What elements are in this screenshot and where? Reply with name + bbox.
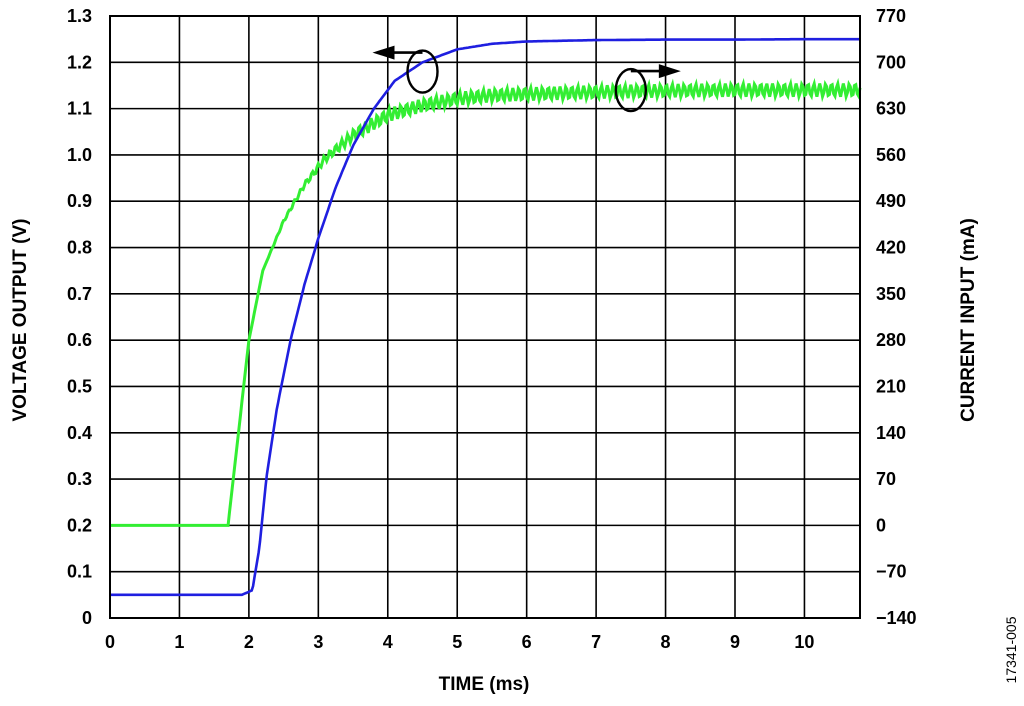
annotation-ellipse (406, 49, 439, 94)
y-right-tick-label: 280 (876, 330, 906, 350)
y-left-tick-label: 0.8 (67, 238, 92, 258)
y-right-tick-label: 490 (876, 191, 906, 211)
y-left-tick-label: 0.3 (67, 469, 92, 489)
y-right-tick-label: 210 (876, 376, 906, 396)
x-tick-label: 7 (591, 632, 601, 652)
annotations (372, 45, 681, 113)
y-right-tick-label: 350 (876, 284, 906, 304)
y-right-axis-label: CURRENT INPUT (mA) (958, 218, 979, 422)
y-left-tick-label: 0.2 (67, 515, 92, 535)
y-left-axis-label: VOLTAGE OUTPUT (V) (10, 218, 31, 421)
y-right-tick-label: 630 (876, 99, 906, 119)
x-tick-label: 6 (522, 632, 532, 652)
annotation-right-arrow (614, 64, 681, 113)
y-left-tick-label: 1.3 (67, 6, 92, 26)
annotation-ellipse (614, 67, 648, 113)
x-tick-label: 8 (661, 632, 671, 652)
x-tick-label: 10 (794, 632, 814, 652)
y-right-tick-label: 70 (876, 469, 896, 489)
x-tick-label: 0 (105, 632, 115, 652)
y-left-tick-labels: 0 0.1 0.2 0.3 0.4 0.5 0.6 0.7 0.8 0.9 1.0 1.1 1.2 1.3 (67, 6, 92, 628)
y-left-tick-label: 0.5 (67, 376, 92, 396)
x-tick-label: 5 (452, 632, 462, 652)
annotation-arrowhead (658, 64, 681, 79)
x-tick-labels: 0 1 2 3 4 5 6 7 8 9 10 (105, 632, 814, 652)
series-voltage-output (110, 37, 860, 597)
y-right-tick-label: 140 (876, 423, 906, 443)
y-right-tick-label: 0 (876, 515, 886, 535)
y-left-tick-label: 0 (82, 608, 92, 628)
x-tick-label: 1 (174, 632, 184, 652)
y-left-tick-label: 1.0 (67, 145, 92, 165)
y-right-tick-label: −140 (876, 608, 917, 628)
x-tick-label: 4 (383, 632, 393, 652)
y-right-tick-labels: −140 −70 0 70 140 210 280 350 420 490 560 630 700 770 (876, 6, 917, 628)
x-tick-label: 2 (244, 632, 254, 652)
series-lines (110, 37, 862, 597)
y-right-tick-label: −70 (876, 562, 907, 582)
y-left-tick-label: 0.4 (67, 423, 92, 443)
x-tick-label: 9 (730, 632, 740, 652)
y-left-tick-label: 0.1 (67, 562, 92, 582)
y-right-tick-label: 700 (876, 52, 906, 72)
grid (110, 16, 860, 618)
annotation-left-arrow (372, 45, 439, 94)
y-right-tick-label: 770 (876, 6, 906, 26)
y-left-tick-label: 1.1 (67, 99, 92, 119)
y-right-tick-label: 420 (876, 238, 906, 258)
figure-id: 17341-005 (1003, 616, 1019, 683)
x-tick-label: 3 (313, 632, 323, 652)
series-current-input (110, 77, 862, 527)
y-right-tick-label: 560 (876, 145, 906, 165)
plot-frame (109, 15, 861, 619)
y-left-tick-label: 1.2 (67, 52, 92, 72)
y-left-tick-label: 0.6 (67, 330, 92, 350)
y-left-tick-label: 0.9 (67, 191, 92, 211)
x-axis-label: TIME (ms) (439, 674, 530, 695)
annotation-arrowhead (372, 45, 395, 60)
y-left-tick-label: 0.7 (67, 284, 92, 304)
